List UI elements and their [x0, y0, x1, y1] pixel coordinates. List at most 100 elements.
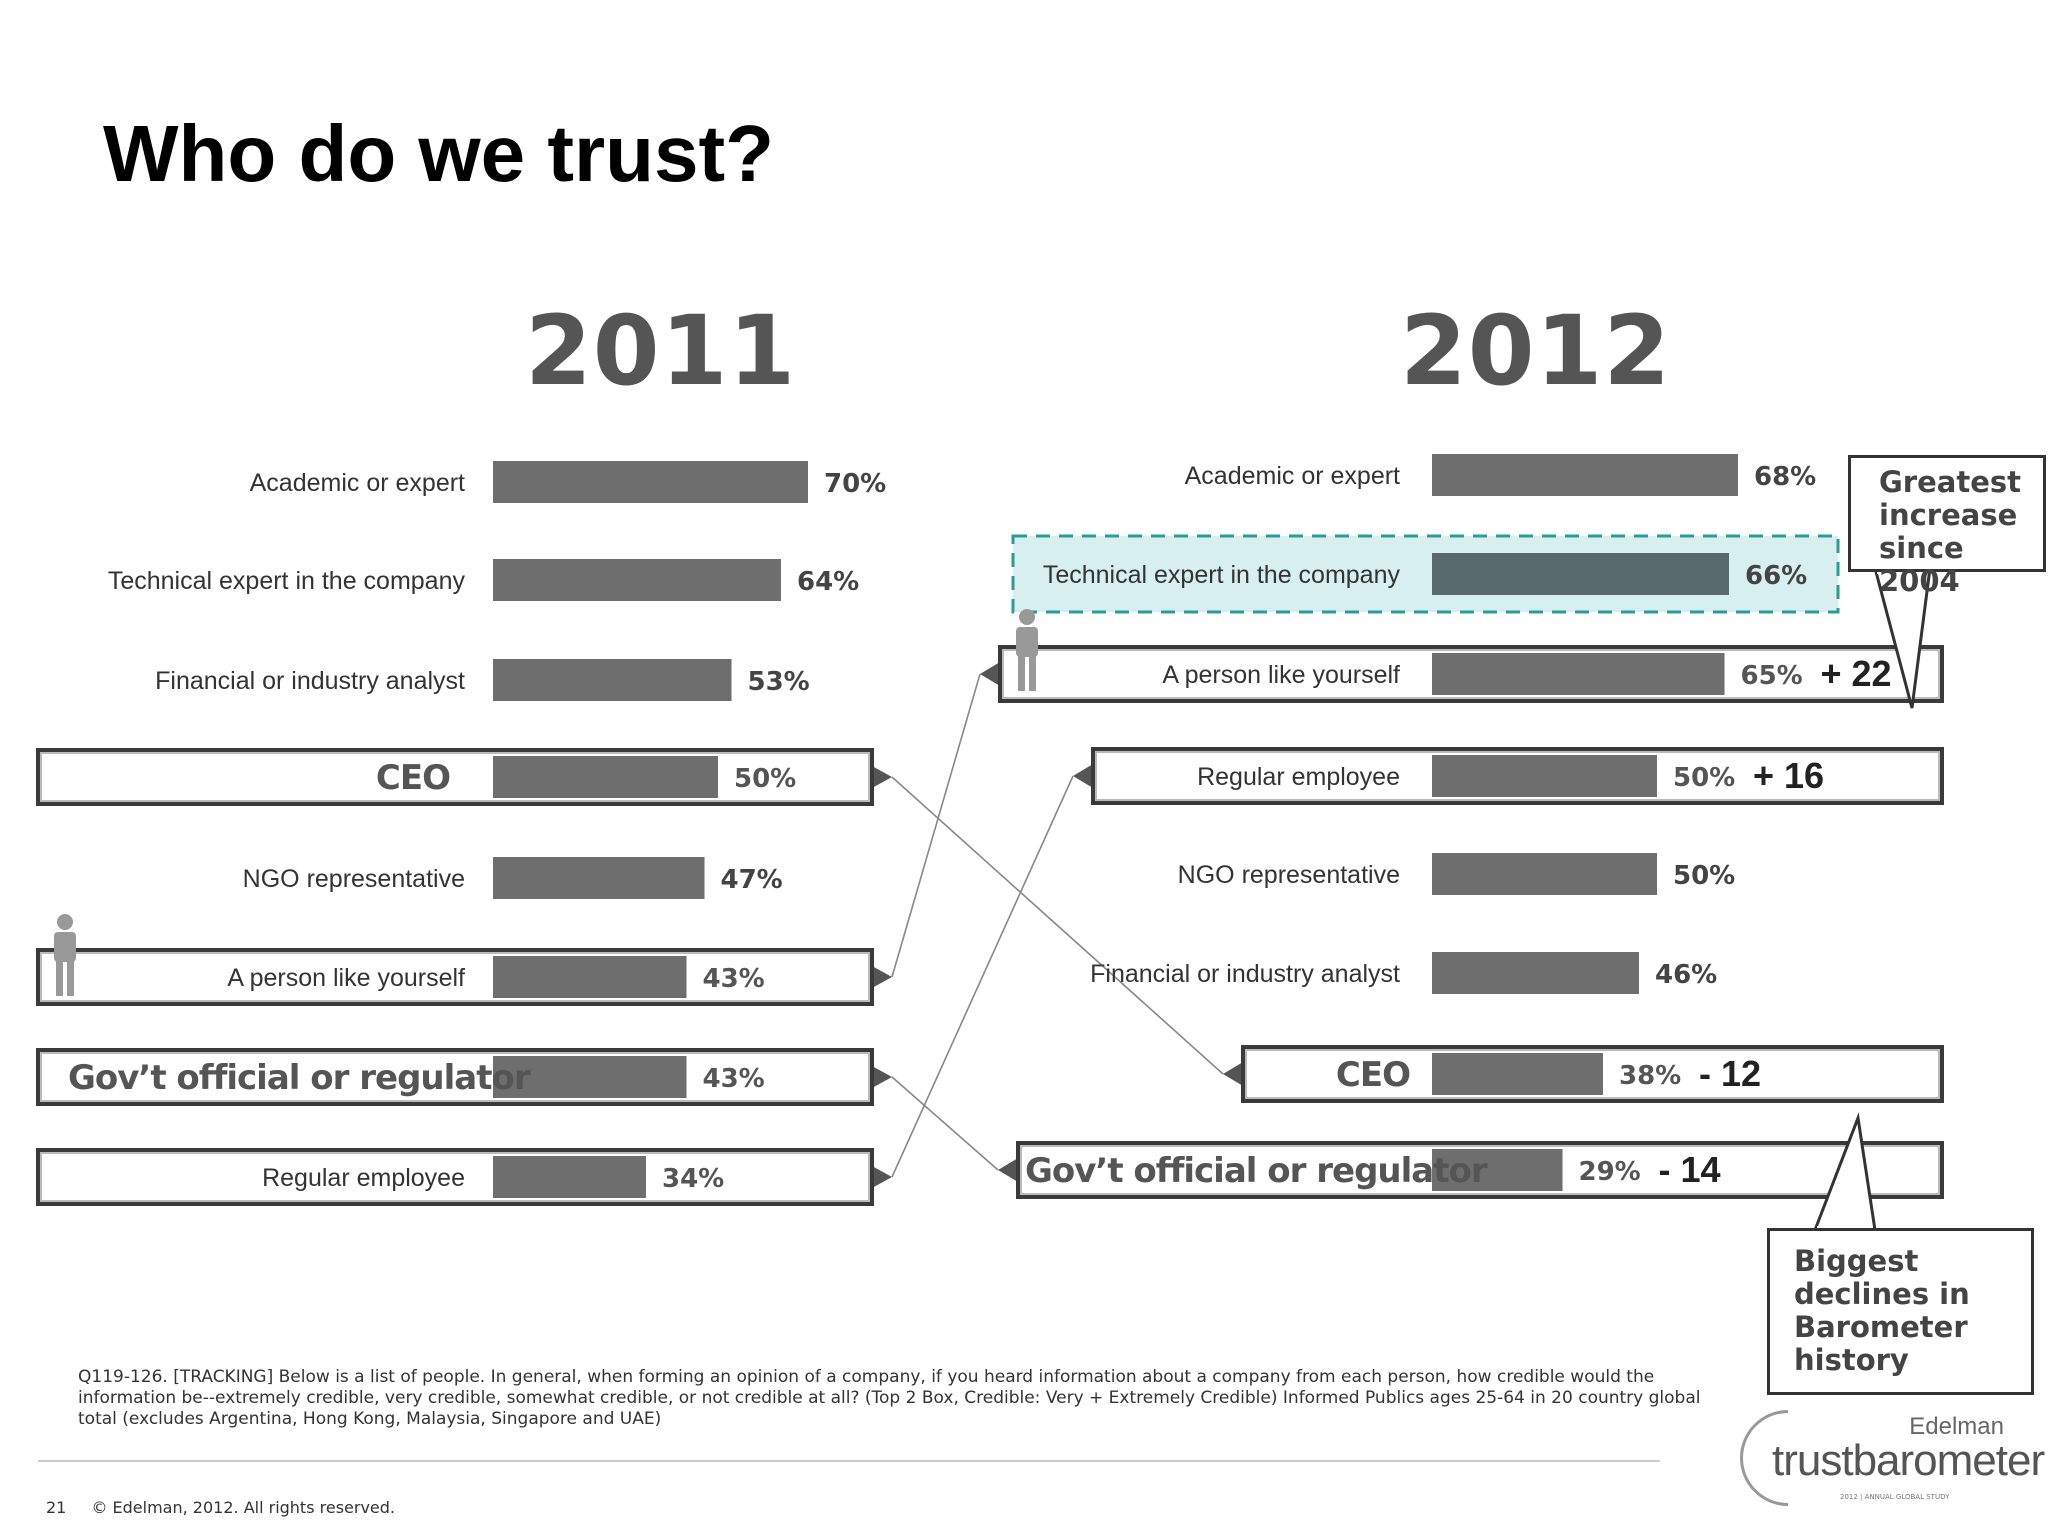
bar-gov-t-official-or-regulator	[493, 1056, 687, 1098]
year-2012-heading: 2012	[1400, 295, 1672, 407]
highlight-box-inner	[1002, 649, 1940, 699]
connector-gov-t-official-or-regulator	[891, 1076, 999, 1171]
highlight-box-ceo	[36, 748, 874, 806]
category-label: Gov’t official or regulator	[1025, 1151, 1488, 1191]
value-label: 29%	[1579, 1157, 1641, 1187]
bar-ceo	[493, 756, 718, 798]
page-number: 21	[46, 1498, 67, 1517]
arrow-head-icon	[980, 662, 1000, 686]
value-label: 50%	[734, 764, 796, 794]
arrow-head-icon	[1223, 1062, 1243, 1086]
arrow-head-icon	[998, 1158, 1018, 1182]
value-label: 50%	[1673, 763, 1735, 793]
highlight-box-inner	[1245, 1049, 1940, 1099]
category-label: Financial or industry analyst	[155, 667, 465, 695]
bar-a-person-like-yourself	[1432, 653, 1725, 695]
connector-lines	[872, 662, 1243, 1188]
bar-technical-expert-in-the-company	[493, 559, 781, 601]
value-label: 53%	[748, 667, 810, 697]
biggest-declines-callout: Biggest declines in Barometer history	[1767, 1228, 2034, 1395]
value-label: 46%	[1655, 960, 1717, 990]
person-leg	[67, 960, 74, 996]
footer: 21 © Edelman, 2012. All rights reserved.	[46, 1498, 415, 1517]
connector-ceo	[891, 776, 1224, 1075]
change-label: - 14	[1659, 1149, 1721, 1190]
value-label: 70%	[824, 469, 886, 499]
bar-ngo-representative	[493, 857, 705, 899]
survey-footnote: Q119-126. [TRACKING] Below is a list of …	[78, 1367, 1701, 1429]
arrow-tail-icon	[872, 966, 892, 988]
person-head	[57, 914, 73, 930]
person-head	[1019, 609, 1035, 625]
category-label: Financial or industry analyst	[1090, 960, 1400, 988]
category-label: Technical expert in the company	[1043, 561, 1401, 589]
bar-financial-or-industry-analyst	[493, 659, 732, 701]
value-label: 47%	[721, 865, 783, 895]
highlight-box-inner	[40, 752, 870, 802]
highlight-box-inner	[40, 952, 870, 1002]
highlight-box-inner	[40, 1152, 870, 1202]
category-label: CEO	[376, 758, 450, 798]
arrow-tail-icon	[872, 1066, 892, 1088]
highlight-box-inner	[1095, 751, 1940, 801]
bar-ngo-representative	[1432, 853, 1657, 895]
highlight-box-inner	[40, 1052, 870, 1102]
bar-a-person-like-yourself	[493, 956, 687, 998]
highlight-box-inner	[1020, 1145, 1940, 1195]
category-label: Academic or expert	[1185, 462, 1400, 490]
footer-divider	[38, 1460, 1660, 1462]
change-label: + 16	[1753, 755, 1824, 796]
category-label: NGO representative	[243, 865, 465, 893]
logo-wordmark: trustbarometer	[1772, 1436, 2045, 1485]
person-leg	[1029, 655, 1036, 691]
arrow-tail-icon	[872, 1166, 892, 1188]
person-leg	[1018, 655, 1025, 691]
bar-regular-employee	[493, 1156, 646, 1198]
bar-gov-t-official-or-regulator	[1432, 1149, 1563, 1191]
change-label: - 12	[1699, 1053, 1761, 1094]
category-label: Academic or expert	[250, 469, 465, 497]
greatest-increase-callout: Greatest increase since 2004	[1848, 455, 2046, 598]
category-label: Technical expert in the company	[108, 567, 466, 595]
connector-regular-employee	[891, 775, 1074, 1178]
category-label: A person like yourself	[1162, 661, 1400, 689]
bar-academic-or-expert	[493, 461, 808, 503]
category-label: Gov’t official or regulator	[68, 1058, 531, 1098]
trustbarometer-logo: Edelman trustbarometer 2012 | ANNUAL GLO…	[1720, 1390, 2045, 1526]
category-label: A person like yourself	[227, 964, 465, 992]
person-icon	[54, 914, 76, 996]
arrow-head-icon	[1073, 764, 1093, 788]
person-body	[1016, 627, 1038, 657]
highlight-box-gov-t-official-or-regulator	[36, 1048, 874, 1106]
chart-2012: Academic or expert 68% Technical expert in…	[998, 454, 1944, 1199]
value-label: 68%	[1754, 462, 1816, 492]
value-label: 34%	[662, 1164, 724, 1194]
person-body	[54, 932, 76, 962]
value-label: 50%	[1673, 861, 1735, 891]
category-label: NGO representative	[1178, 861, 1400, 889]
change-label: + 22	[1821, 653, 1892, 694]
page-title: Who do we trust?	[103, 109, 775, 198]
value-label: 65%	[1741, 661, 1803, 691]
logo-brand: Edelman	[1909, 1413, 2004, 1440]
arrow-tail-icon	[872, 766, 892, 788]
person-leg	[56, 960, 63, 996]
person-icon	[1016, 609, 1038, 691]
category-label: Regular employee	[262, 1164, 465, 1192]
value-label: 64%	[797, 567, 859, 597]
connector-a-person-like-yourself	[891, 673, 981, 978]
chart-2011: Academic or expert 70% Technical expert in…	[36, 461, 886, 1206]
value-label: 38%	[1619, 1061, 1681, 1091]
copyright-text: © Edelman, 2012. All rights reserved.	[91, 1498, 396, 1517]
value-label: 66%	[1745, 561, 1807, 591]
highlight-box-regular-employee	[36, 1148, 874, 1206]
bar-regular-employee	[1432, 755, 1657, 797]
value-label: 43%	[703, 1064, 765, 1094]
bar-financial-or-industry-analyst	[1432, 952, 1639, 994]
bar-academic-or-expert	[1432, 454, 1738, 496]
category-label: Regular employee	[1197, 763, 1400, 791]
year-2011-heading: 2011	[525, 295, 797, 407]
value-label: 43%	[703, 964, 765, 994]
bar-technical-expert-in-the-company	[1432, 553, 1729, 595]
